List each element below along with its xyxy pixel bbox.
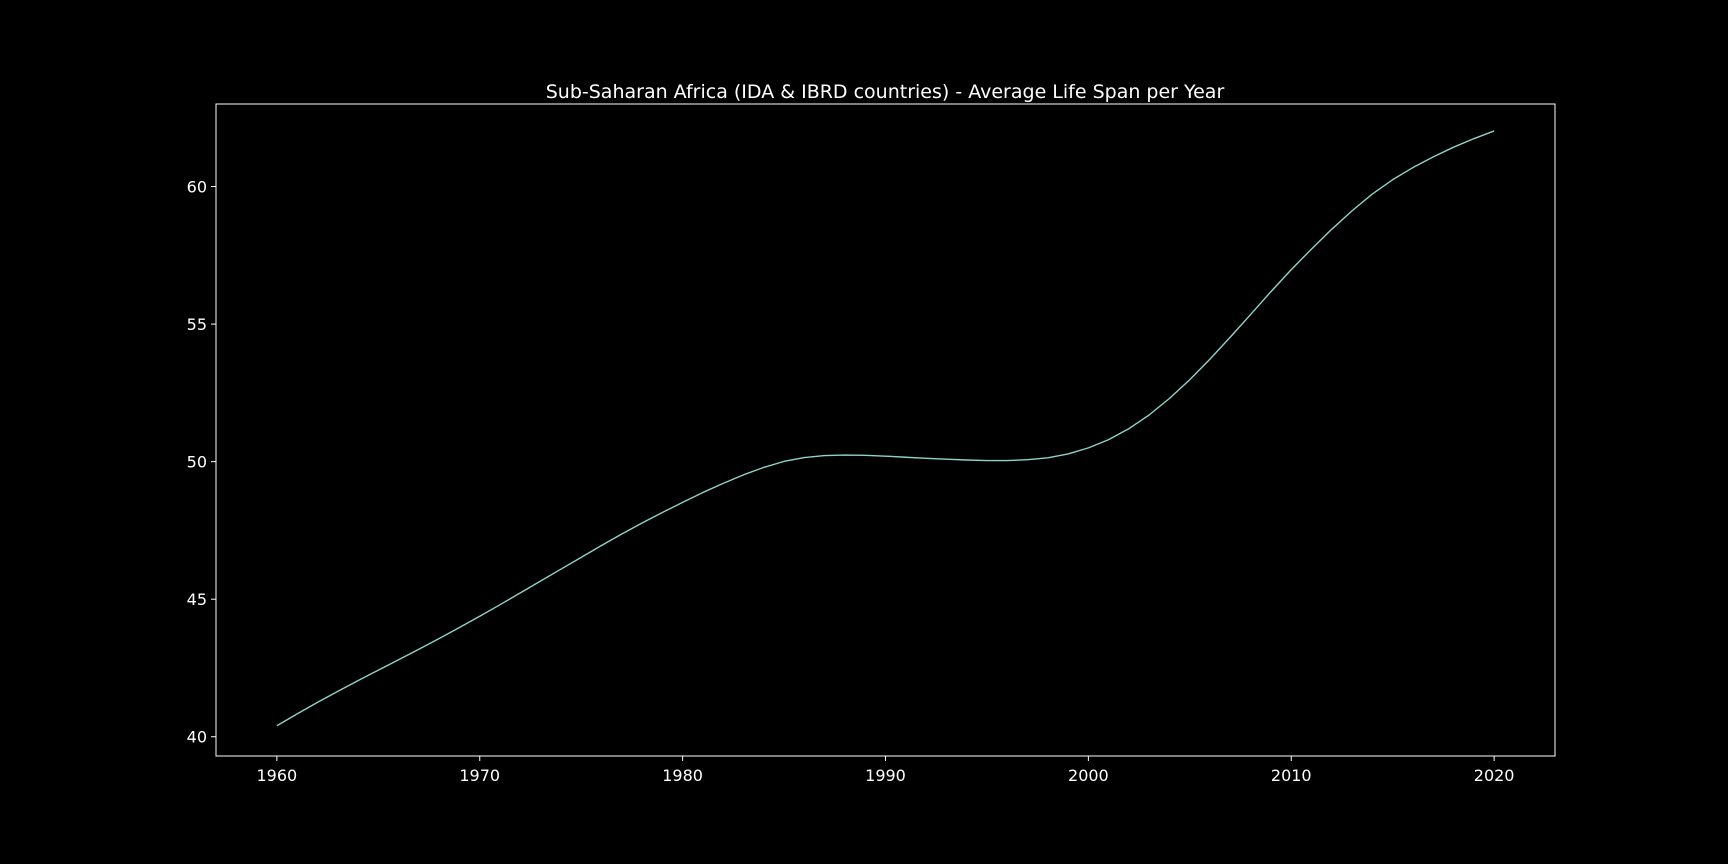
y-tick-label: 40 — [187, 728, 207, 747]
y-tick-label: 60 — [187, 178, 207, 197]
y-tick-label: 50 — [187, 453, 207, 472]
chart-title: Sub-Saharan Africa (IDA & IBRD countries… — [546, 81, 1225, 103]
x-tick-label: 2000 — [1068, 766, 1109, 785]
y-tick-label: 45 — [187, 590, 207, 609]
plot-frame — [215, 103, 1556, 757]
x-tick-label: 1960 — [257, 766, 298, 785]
x-tick-label: 2020 — [1474, 766, 1515, 785]
x-tick-label: 1970 — [459, 766, 500, 785]
chart-marks — [276, 130, 1495, 727]
y-tick-label: 55 — [187, 315, 207, 334]
x-axis: 1960 1970 1980 1990 2000 2010 2020 — [257, 756, 1515, 785]
y-axis: 40 45 50 55 60 — [187, 178, 216, 747]
x-tick-label: 1980 — [662, 766, 703, 785]
x-tick-label: 1990 — [865, 766, 906, 785]
x-tick-label: 2010 — [1271, 766, 1312, 785]
series-line-1 — [276, 130, 1495, 727]
